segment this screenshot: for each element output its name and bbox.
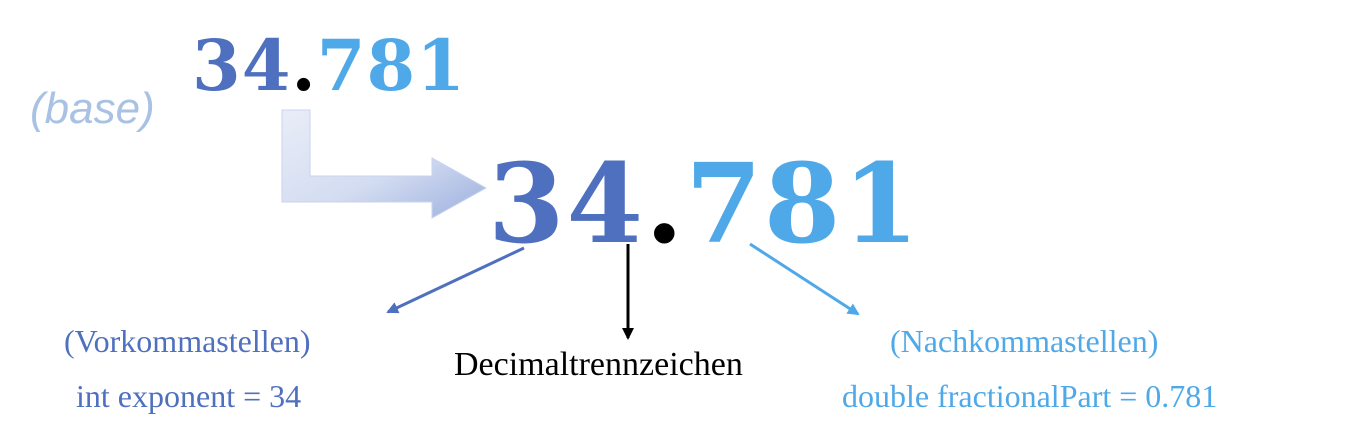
large-number-integer: 34	[488, 139, 646, 268]
integer-pointer-arrow	[386, 246, 525, 314]
small-number-integer: 34	[192, 24, 292, 107]
large-number-separator: .	[645, 139, 686, 268]
base-label: (base)	[30, 84, 155, 133]
integer-part-caption: (Vorkommastellen)	[64, 323, 311, 359]
separator-caption: Decimaltrennzeichen	[454, 346, 743, 383]
integer-part-code: int exponent = 34	[76, 378, 302, 414]
conversion-elbow-arrow	[281, 109, 488, 219]
large-number: 34.781	[488, 142, 921, 266]
small-number: 34.781	[192, 26, 466, 106]
fraction-part-code: double fractionalPart = 0.781	[842, 378, 1218, 414]
fraction-pointer-arrow	[749, 242, 860, 316]
fraction-part-caption: (Nachkommastellen)	[890, 323, 1159, 359]
large-number-fraction: 781	[685, 139, 921, 268]
small-number-fraction: 781	[316, 24, 466, 107]
small-number-separator: .	[291, 24, 317, 107]
